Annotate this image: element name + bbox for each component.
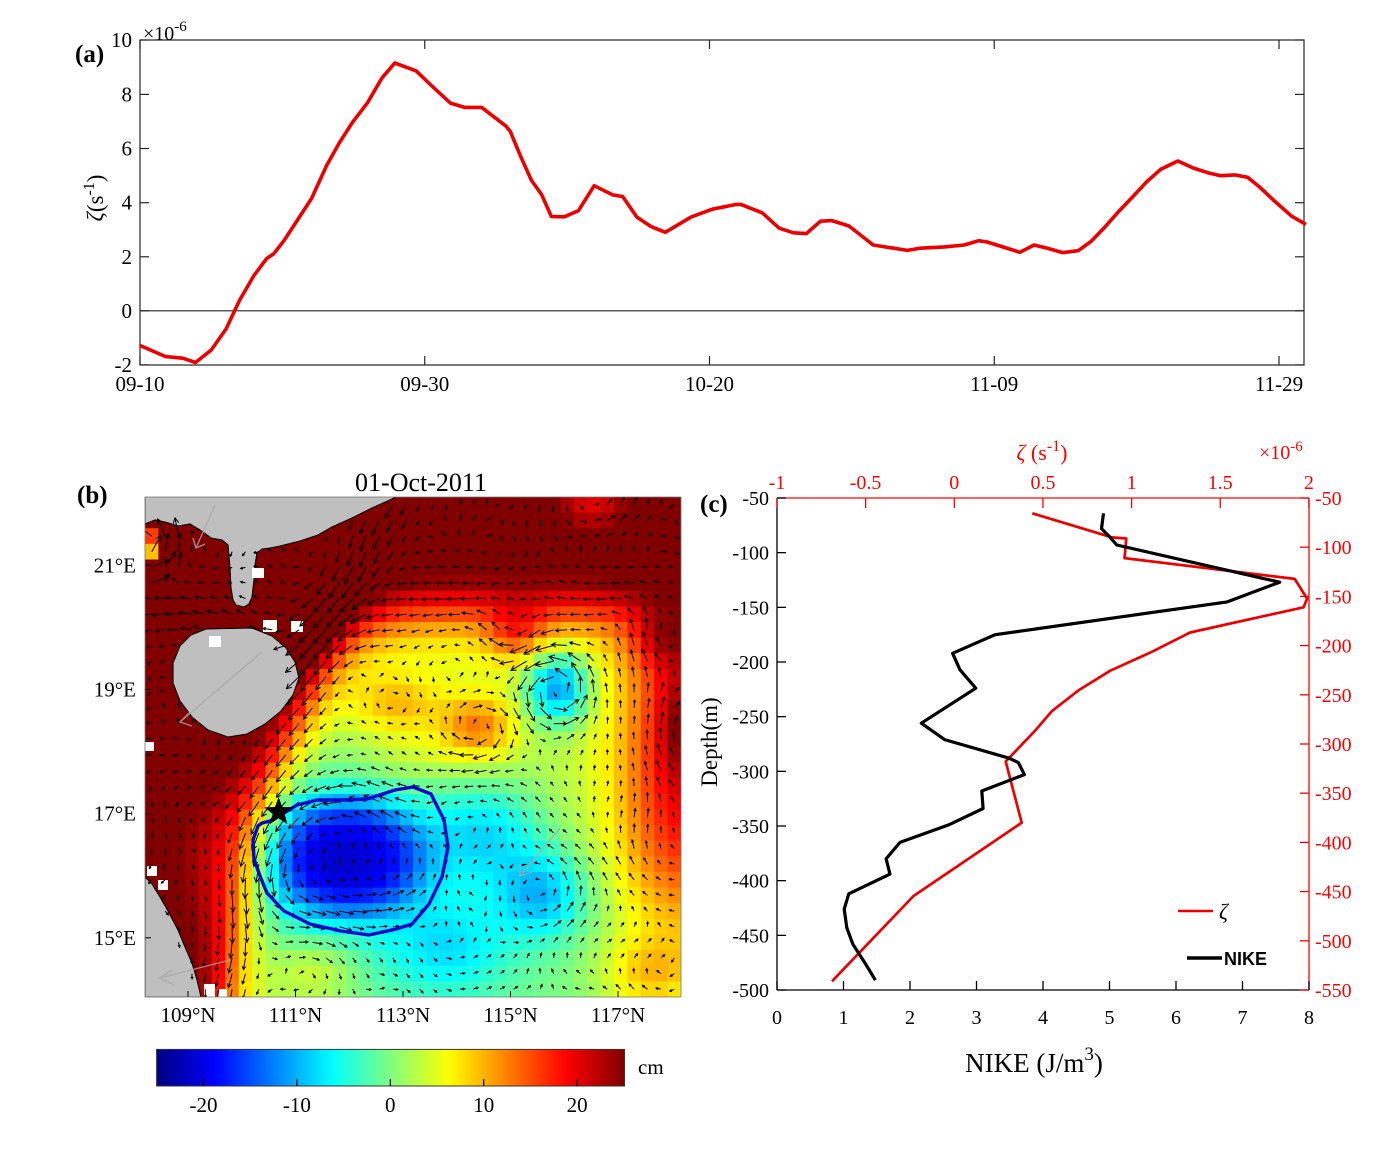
svg-text:11-29: 11-29 [1255,372,1303,396]
svg-text:NIKE: NIKE [1224,949,1267,969]
svg-text:NIKE (J/m3): NIKE (J/m3) [965,1044,1103,1078]
svg-text:-150: -150 [732,597,769,619]
svg-text:19°E: 19°E [94,678,136,702]
svg-text:-350: -350 [1315,783,1352,805]
svg-text:0: 0 [122,299,133,323]
svg-text:11-09: 11-09 [970,372,1018,396]
svg-text:1: 1 [1127,472,1137,494]
svg-text:8: 8 [122,82,133,106]
svg-text:1: 1 [839,1007,849,1029]
svg-text:3: 3 [972,1007,982,1029]
svg-text:0: 0 [385,1093,396,1117]
svg-text:10: 10 [111,28,132,52]
svg-text:111°N: 111°N [269,1003,323,1027]
svg-text:6: 6 [122,137,133,161]
svg-text:2: 2 [905,1007,915,1029]
svg-text:Depth(m): Depth(m) [697,697,722,786]
svg-text:-550: -550 [1315,980,1352,1002]
svg-text:113°N: 113°N [376,1003,430,1027]
svg-text:8: 8 [1304,1007,1314,1029]
svg-text:(a): (a) [75,41,104,68]
svg-text:-50: -50 [742,488,769,510]
svg-text:4: 4 [122,191,133,215]
svg-text:ζ(s-1): ζ(s-1) [81,175,108,222]
svg-text:-1: -1 [769,472,786,494]
svg-text:-250: -250 [732,707,769,729]
svg-text:7: 7 [1238,1007,1248,1029]
svg-text:10-20: 10-20 [685,372,734,396]
svg-text:21°E: 21°E [94,554,136,578]
svg-text:4: 4 [1038,1007,1048,1029]
svg-text:1.5: 1.5 [1208,472,1233,494]
svg-text:-450: -450 [732,925,769,947]
svg-text:-150: -150 [1315,586,1352,608]
svg-text:-300: -300 [732,761,769,783]
svg-text:2: 2 [1304,472,1314,494]
svg-text:-20: -20 [190,1093,218,1117]
svg-text:115°N: 115°N [483,1003,537,1027]
svg-text:-200: -200 [1315,636,1352,658]
svg-text:09-10: 09-10 [116,372,165,396]
svg-text:ζ (s-1): ζ (s-1) [1017,438,1068,465]
svg-text:09-30: 09-30 [400,372,449,396]
svg-text:-300: -300 [1315,734,1352,756]
svg-text:2: 2 [122,245,133,269]
svg-text:(c): (c) [700,491,728,518]
svg-text:-10: -10 [283,1093,311,1117]
svg-text:10: 10 [473,1093,494,1117]
svg-text:0: 0 [949,472,959,494]
svg-text:(b): (b) [77,482,108,509]
svg-text:0.5: 0.5 [1031,472,1056,494]
svg-text:5: 5 [1105,1007,1115,1029]
svg-text:20: 20 [567,1093,588,1117]
svg-text:117°N: 117°N [591,1003,645,1027]
svg-text:-100: -100 [732,543,769,565]
svg-text:15°E: 15°E [94,926,136,950]
svg-text:109°N: 109°N [160,1003,215,1027]
svg-text:ζ: ζ [1219,899,1230,924]
svg-text:-100: -100 [1315,537,1352,559]
svg-text:-350: -350 [732,816,769,838]
svg-text:cm: cm [638,1055,664,1079]
svg-text:-50: -50 [1315,488,1342,510]
svg-text:-500: -500 [1315,931,1352,953]
svg-text:-450: -450 [1315,882,1352,904]
svg-text:6: 6 [1171,1007,1181,1029]
svg-text:17°E: 17°E [94,802,136,826]
svg-text:-500: -500 [732,980,769,1002]
svg-text:0: 0 [772,1007,782,1029]
svg-text:-0.5: -0.5 [850,472,882,494]
svg-text:01-Oct-2011: 01-Oct-2011 [355,468,487,497]
svg-text:-400: -400 [732,871,769,893]
svg-text:-2: -2 [115,353,133,377]
svg-text:-400: -400 [1315,832,1352,854]
svg-text:-250: -250 [1315,685,1352,707]
svg-text:-200: -200 [732,652,769,674]
